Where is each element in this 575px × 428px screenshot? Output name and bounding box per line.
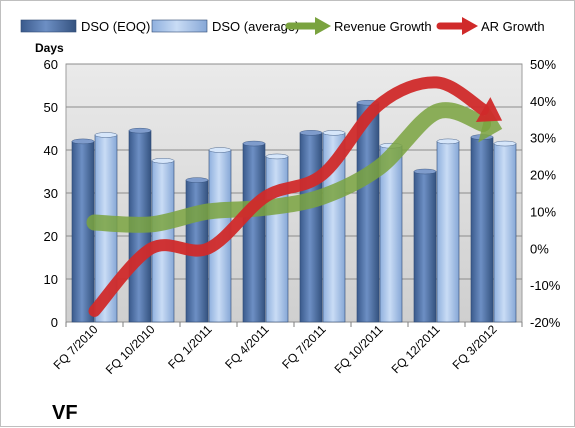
y2-tick-label: 30%	[530, 131, 556, 146]
y-tick-label: 0	[51, 315, 58, 330]
category-label: FQ 10/2011	[332, 322, 386, 376]
bar-dso-eoq	[470, 136, 494, 323]
bar-cap	[71, 138, 95, 145]
y2-axis-ticks: -20% -10% 0% 10% 20% 30% 40% 50%	[530, 57, 561, 330]
bar-dso-eoq	[413, 171, 437, 323]
revenue-growth-arrowhead	[478, 105, 503, 143]
y2-tick-label: -20%	[530, 315, 561, 330]
legend-label: DSO (EOQ)	[81, 19, 150, 34]
category-labels: FQ 7/2010 FQ 10/2010 FQ 1/2011 FQ 4/2011 FQ …	[51, 322, 523, 377]
y2-tick-label: 20%	[530, 168, 556, 183]
legend-arrowhead	[315, 17, 331, 35]
bar-cap	[208, 147, 232, 153]
y2-tick-label: 50%	[530, 57, 556, 72]
y-tick-label: 50	[44, 100, 58, 115]
category-label: FQ 1/2011	[165, 322, 215, 372]
legend: DSO (EOQ) DSO (average) Revenue Growth AR G…	[20, 17, 545, 35]
bar-dso-average	[265, 156, 289, 323]
revenue-growth-line	[86, 102, 492, 233]
y-tick-label: 20	[44, 229, 58, 244]
legend-arrowhead	[462, 17, 478, 35]
bar-dso-average	[436, 141, 460, 323]
bar-dso-eoq	[71, 141, 95, 323]
ar-growth-arrowhead	[475, 97, 503, 123]
legend-swatch	[151, 19, 208, 33]
legend-label: AR Growth	[481, 19, 545, 34]
bar-cap	[94, 132, 118, 138]
bar-cap	[128, 127, 152, 134]
bar-cap	[436, 138, 460, 145]
bar-cap	[299, 130, 323, 136]
category-label: FQ 7/2010	[51, 322, 101, 372]
bar-cap	[322, 130, 346, 136]
bar-cap	[151, 158, 175, 164]
legend-swatch	[20, 19, 77, 33]
bar-cap	[265, 153, 289, 160]
bar-dso-eoq	[299, 132, 323, 323]
y2-tick-label: -10%	[530, 278, 561, 293]
legend-label: DSO (average)	[212, 19, 299, 34]
legend-label: Revenue Growth	[334, 19, 432, 34]
y-axis-ticks: 0 10 20 30 40 50 60	[44, 57, 58, 330]
chart-title: VF	[52, 402, 78, 424]
bar-dso-eoq	[242, 143, 266, 323]
y-axis-title: Days	[35, 41, 64, 55]
bar-dso-average	[493, 143, 517, 323]
growth-lines	[86, 76, 503, 317]
y-tick-label: 40	[44, 143, 58, 158]
category-label: FQ 3/2012	[450, 322, 500, 372]
bar-cap	[242, 140, 266, 147]
y-tick-label: 30	[44, 186, 58, 201]
category-label: FQ 12/2011	[389, 322, 443, 376]
y-tick-label: 10	[44, 272, 58, 287]
y2-tick-label: 0%	[530, 241, 549, 256]
bar-cap	[493, 140, 517, 147]
y2-tick-label: 40%	[530, 94, 556, 109]
category-label: FQ 7/2011	[279, 322, 329, 372]
y2-tick-label: 10%	[530, 204, 556, 219]
bar-cap	[413, 168, 437, 175]
y-tick-label: 60	[44, 57, 58, 72]
ar-growth-line	[88, 76, 490, 317]
category-label: FQ 10/2010	[103, 322, 158, 377]
bar-cap	[185, 177, 209, 183]
category-label: FQ 4/2011	[222, 322, 272, 372]
